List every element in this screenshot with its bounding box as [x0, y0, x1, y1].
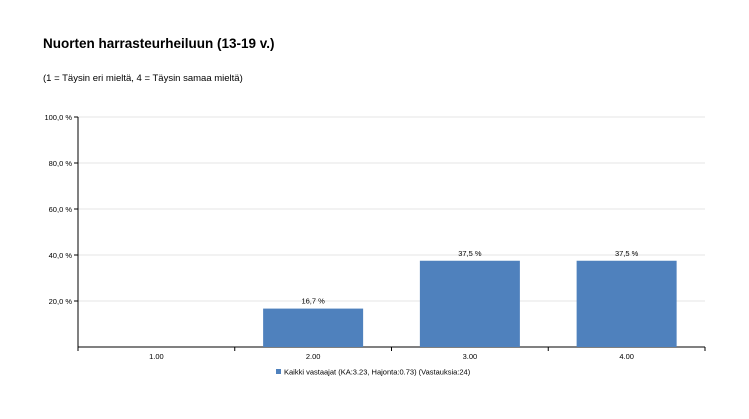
y-tick-label: 20,0 % — [49, 297, 73, 306]
chart-title: Nuorten harrasteurheiluun (13-19 v.) — [43, 36, 275, 51]
x-tick-label: 3.00 — [463, 352, 478, 361]
y-tick-label: 60,0 % — [49, 205, 73, 214]
data-label: 37,5 % — [615, 249, 639, 258]
x-tick-label: 1.00 — [149, 352, 164, 361]
chart-subtitle: (1 = Täysin eri mieltä, 4 = Täysin samaa… — [43, 73, 243, 84]
y-tick-label: 100,0 % — [44, 113, 72, 122]
y-tick-label: 40,0 % — [49, 251, 73, 260]
legend-label: Kaikki vastaajat (KA:3.23, Hajonta:0.73)… — [284, 368, 471, 377]
y-tick-label: 80,0 % — [49, 159, 73, 168]
legend-swatch — [276, 369, 281, 374]
bar — [419, 260, 520, 347]
x-tick-label: 4.00 — [619, 352, 634, 361]
data-label: 16,7 % — [301, 297, 325, 306]
x-tick-label: 2.00 — [306, 352, 321, 361]
bar — [576, 260, 677, 347]
data-label: 37,5 % — [458, 249, 482, 258]
bar — [263, 308, 364, 347]
